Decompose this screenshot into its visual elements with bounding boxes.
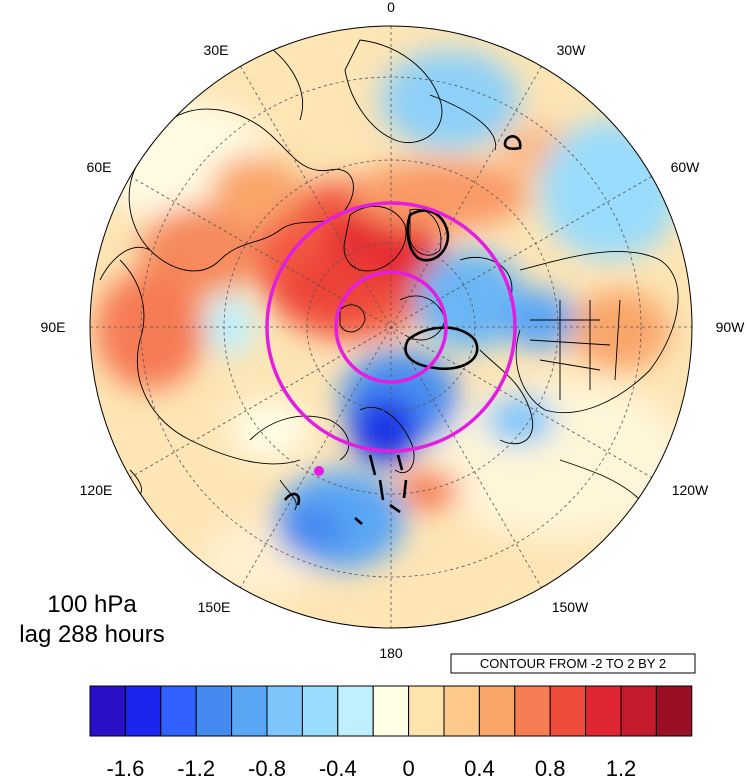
colorbar — [89, 685, 693, 737]
colorbar-swatch — [372, 685, 410, 737]
colorbar-tick-label: 0.4 — [464, 756, 495, 779]
colorbar-swatch — [266, 685, 303, 737]
colorbar-swatch — [655, 685, 693, 737]
colorbar-swatch — [478, 685, 516, 737]
contour-note: CONTOUR FROM -2 TO 2 BY 2 — [480, 656, 666, 671]
colorbar-tick-label: -0.4 — [319, 756, 357, 779]
lon-label-90e: 90E — [41, 319, 66, 335]
lon-label-90w: 90W — [716, 319, 746, 335]
colorbar-tick-label: -0.8 — [248, 756, 286, 779]
colorbar-swatch — [89, 685, 126, 737]
anomaly-field — [90, 26, 692, 628]
magenta-reference-circles — [265, 201, 517, 453]
colorbar-swatch — [443, 685, 480, 737]
colorbar-tick-labels: -1.6 -1.2 -0.8 -0.4 0 0.4 0.8 1.2 — [106, 756, 636, 779]
lon-label-120e: 120E — [80, 482, 113, 498]
colorbar-swatch — [585, 685, 622, 737]
lon-label-60e: 60E — [87, 159, 112, 175]
lon-label-120w: 120W — [672, 482, 709, 498]
colorbar-swatch — [160, 685, 197, 737]
colorbar-swatch — [408, 685, 445, 737]
colorbar-swatch — [620, 685, 657, 737]
colorbar-tick-label: 0 — [402, 756, 414, 779]
lon-label-30e: 30E — [204, 42, 229, 58]
map-boundary — [89, 25, 693, 629]
lag-label: lag 288 hours — [19, 621, 164, 648]
colorbar-tick-label: 1.2 — [606, 756, 637, 779]
colorbar-swatch — [195, 685, 233, 737]
lon-label-60w: 60W — [671, 159, 701, 175]
colorbar-tick-label: 0.8 — [535, 756, 566, 779]
colorbar-swatch — [549, 685, 587, 737]
colorbar-swatch — [301, 685, 339, 737]
colorbar-swatch — [124, 685, 162, 737]
colorbar-swatch — [337, 685, 374, 737]
lon-label-0: 0 — [387, 0, 395, 15]
colorbar-tick-label: -1.2 — [177, 756, 215, 779]
colorbar-swatch — [514, 685, 551, 737]
lon-label-150e: 150E — [198, 599, 231, 615]
coastlines — [99, 39, 679, 511]
lon-label-30w: 30W — [557, 42, 587, 58]
pressure-level-label: 100 hPa — [47, 591, 137, 618]
contour-note-box — [450, 653, 696, 674]
lon-label-150w: 150W — [552, 599, 589, 615]
black-contours — [283, 135, 522, 525]
colorbar-swatch — [231, 685, 268, 737]
colorbar-tick-label: -1.6 — [106, 756, 144, 779]
magenta-marker-dot — [314, 466, 324, 476]
lon-label-180: 180 — [379, 645, 403, 661]
graticule — [90, 26, 692, 628]
